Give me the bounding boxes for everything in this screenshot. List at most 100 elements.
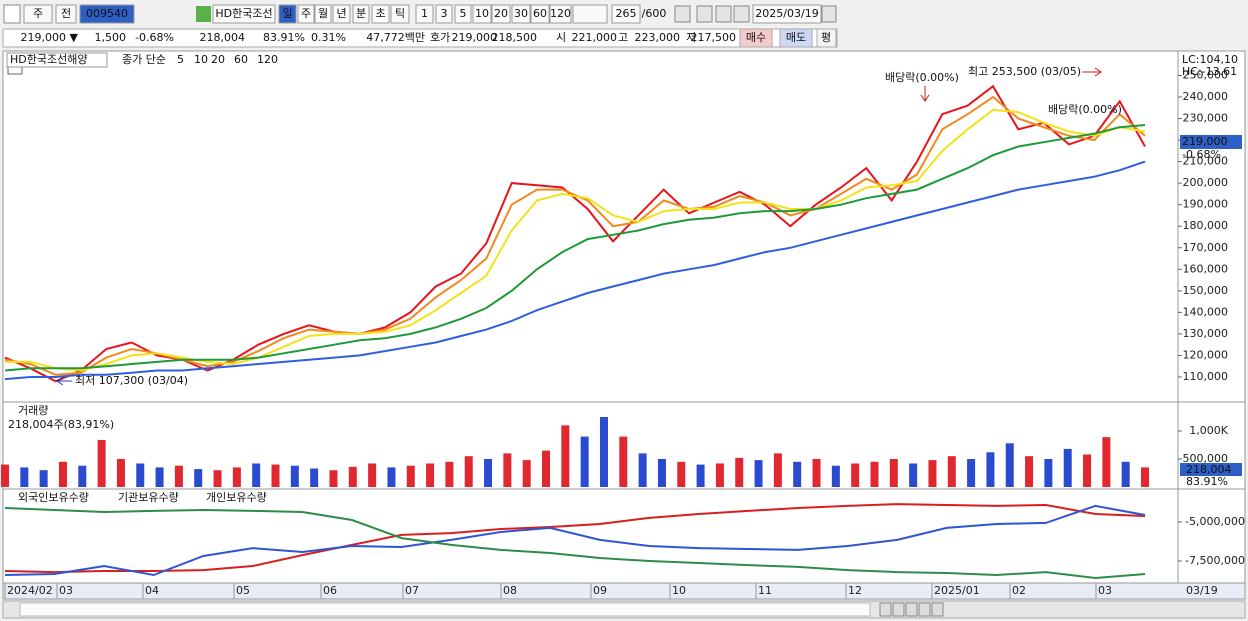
volume-bar [329,470,338,487]
legend-entry: 기관보유수량 [118,491,179,504]
toolbar-label[interactable]: 주 [301,7,311,20]
toolbar-label[interactable]: 초 [375,7,385,20]
x-axis-bar [2,582,1246,600]
volume-bar [793,461,802,487]
scroll-control[interactable] [879,602,892,617]
toolbar-button[interactable] [278,4,297,24]
toolbar-label[interactable]: 10 [475,7,489,20]
x-tick-label: 05 [236,584,250,597]
tool-icon[interactable] [715,5,732,23]
tool-icon[interactable] [696,5,713,23]
toolbar-button[interactable] [212,4,276,24]
quote-field: 218,004 [200,31,246,44]
x-tick-label: 08 [503,584,517,597]
scroll-thumb[interactable] [19,602,871,617]
ma-line [4,160,1146,381]
legend-entry: 120 [257,53,278,66]
toolbar-label[interactable]: 3 [441,7,448,20]
toolbar-button[interactable] [23,4,53,24]
volume-bar [599,416,608,487]
toolbar-button[interactable] [55,4,77,24]
toolbar-button[interactable] [611,4,641,24]
quote-field[interactable]: 평 [821,31,831,44]
volume-bar [1044,458,1053,487]
toolbar-label[interactable]: 60 [533,7,547,20]
quote-field: 시 [556,31,566,44]
toolbar-button[interactable] [549,4,572,24]
volume-bar [484,458,493,487]
toolbar-label[interactable]: 전 [61,7,71,20]
toolbar-button[interactable] [472,4,492,24]
toolbar-button[interactable] [752,4,822,24]
toolbar-label[interactable]: 120 [550,7,571,20]
tool-icon[interactable] [674,5,691,23]
toolbar-button[interactable] [454,4,472,24]
toolbar-button[interactable] [79,4,135,24]
volume-bar [1063,448,1072,487]
volume-bar [503,453,512,487]
toolbar-label[interactable]: 분 [356,7,366,20]
toolbar-label[interactable]: 009540 [86,7,128,20]
avg-button[interactable] [816,28,837,48]
buy-button[interactable] [739,28,773,48]
quote-field[interactable]: 매도 [786,31,806,44]
toolbar-button[interactable] [332,4,351,24]
annotation-arrow [1082,67,1102,77]
toolbar-label[interactable]: 틱 [395,7,405,20]
y-tick-label: 120,000 [1183,348,1229,361]
volume-bar [1141,467,1149,487]
quote-field[interactable]: 매수 [746,31,766,44]
annotation: 최저 107,300 (03/04) [75,374,188,387]
y-tick-label: 160,000 [1183,262,1229,275]
volume-bar [580,436,589,487]
toolbar-button[interactable] [314,4,332,24]
quote-field: 고 [618,31,628,44]
toolbar-label[interactable]: 5 [460,7,467,20]
menu-icon[interactable] [3,4,21,24]
sell-button[interactable] [779,28,813,48]
quote-field: 221,000 [572,31,618,44]
legend-entry: 10 [194,53,208,66]
scroll-control[interactable] [931,602,944,617]
toolbar-button[interactable] [491,4,511,24]
scroll-control[interactable] [892,602,905,617]
toolbar-button[interactable] [390,4,410,24]
toolbar-label[interactable]: 20 [494,7,508,20]
toolbar-button[interactable] [371,4,390,24]
toolbar-button[interactable] [511,4,531,24]
toolbar-button[interactable] [415,4,434,24]
toolbar-label[interactable]: 월 [318,7,328,20]
volume-bar [136,463,145,487]
annotation: 최고 253,500 (03/05) [968,65,1081,78]
quote-field: 83.91% [263,31,305,44]
toolbar-label[interactable]: 주 [33,7,43,20]
toolbar-label[interactable]: 년 [336,7,346,20]
toolbar-label[interactable]: 30 [514,7,528,20]
toolbar-label[interactable]: /600 [642,7,667,20]
toolbar-label[interactable]: 265 [616,7,637,20]
toolbar-label[interactable]: 일 [282,6,292,20]
toolbar-button[interactable] [297,4,315,24]
tool-icon[interactable] [733,5,750,23]
y-tick-label: 1,000K [1189,424,1228,437]
new-badge[interactable] [196,6,211,22]
scroll-control[interactable] [918,602,931,617]
x-tick-label: 02 [1012,584,1026,597]
volume-bar [889,458,898,487]
right-label: HC:-13.61 [1182,65,1237,78]
quote-field: 1,500 [95,31,127,44]
toolbar-button[interactable] [530,4,550,24]
period-dropdown[interactable] [572,4,608,24]
scroll-control[interactable] [905,602,918,617]
toolbar-label[interactable]: HD한국조선 [215,7,272,20]
x-tick-label: 07 [405,584,419,597]
volume-bar [851,463,860,487]
volume-bar [1102,437,1111,487]
toolbar-button[interactable] [352,4,370,24]
x-tick-label: 09 [593,584,607,597]
calendar-icon[interactable] [821,5,837,23]
toolbar-button[interactable] [435,4,453,24]
toolbar-label[interactable]: 1 [421,7,428,20]
toolbar-label[interactable]: 2025/03/19 [755,7,818,20]
